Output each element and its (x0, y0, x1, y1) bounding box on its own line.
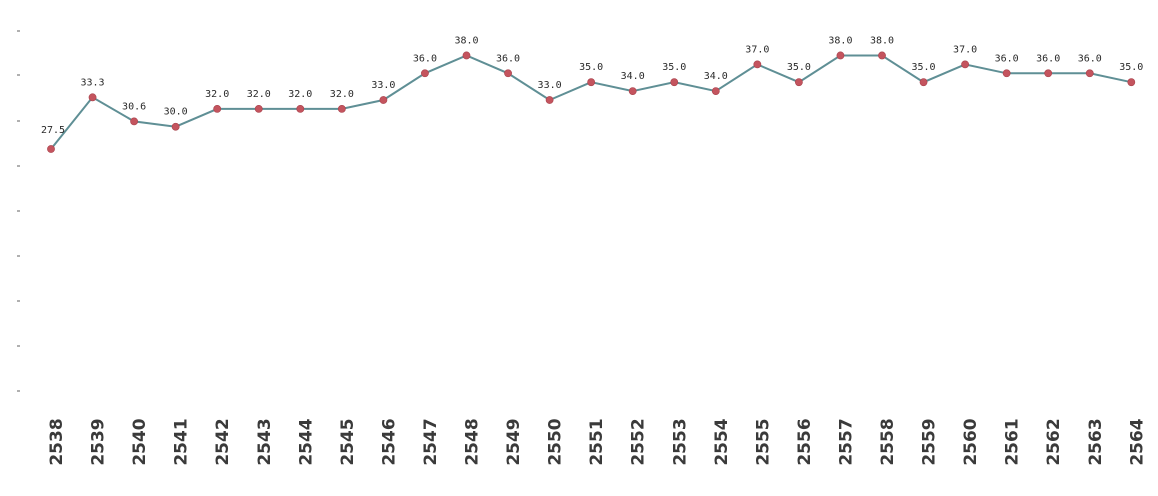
data-point (1044, 69, 1053, 78)
data-point (379, 96, 388, 104)
data-point (254, 105, 263, 113)
x-tick-label: 2540 (130, 418, 150, 465)
data-point (171, 122, 180, 131)
x-tick-label: 2545 (338, 418, 358, 465)
x-tick-label: 2548 (463, 418, 483, 465)
x-tick-label: 2544 (296, 418, 316, 465)
data-label: 36.0 (995, 53, 1019, 64)
x-tick-label: 2539 (89, 418, 109, 465)
data-point (711, 87, 720, 95)
data-label: 35.0 (579, 62, 603, 73)
x-tick-label: 2552 (629, 418, 649, 465)
data-point (753, 60, 762, 69)
x-tick-label: 2543 (255, 418, 275, 465)
data-point (213, 105, 222, 113)
data-point (421, 69, 429, 78)
data-point (462, 51, 471, 60)
data-label: 34.0 (621, 71, 645, 82)
data-point (1127, 78, 1136, 87)
y-tick-mark (17, 30, 20, 32)
data-label: 33.3 (81, 77, 105, 88)
data-point (88, 93, 97, 102)
data-label: 33.0 (371, 80, 395, 91)
data-point (337, 105, 346, 113)
data-point (878, 51, 886, 60)
data-point (587, 78, 596, 87)
data-label: 37.0 (953, 44, 977, 55)
data-label: 38.0 (870, 35, 894, 46)
x-tick-label: 2546 (379, 418, 399, 465)
x-tick-label: 2549 (504, 418, 524, 465)
x-tick-label: 2551 (587, 418, 607, 465)
x-tick-label: 2563 (1086, 418, 1106, 465)
x-tick-label: 2559 (920, 418, 940, 465)
data-point (961, 60, 969, 69)
x-tick-label: 2558 (878, 418, 898, 465)
data-label: 33.0 (538, 80, 562, 91)
data-label: 32.0 (288, 89, 312, 100)
data-point (130, 117, 138, 126)
x-tick-label: 2556 (795, 418, 815, 465)
data-point (296, 105, 305, 113)
data-label: 38.0 (828, 35, 852, 46)
data-point (1002, 69, 1011, 78)
x-tick-label: 2561 (1003, 418, 1023, 465)
x-tick-label: 2553 (670, 418, 690, 465)
x-tick-label: 2555 (753, 418, 773, 465)
data-label: 36.0 (413, 53, 437, 64)
x-tick-label: 2547 (421, 418, 441, 465)
data-label: 36.0 (1036, 53, 1060, 64)
y-tick-mark (17, 345, 20, 347)
data-label: 35.0 (1119, 62, 1143, 73)
data-point (545, 96, 554, 104)
data-label: 30.6 (122, 101, 146, 112)
data-label: 35.0 (787, 62, 811, 73)
x-tick-label: 2564 (1127, 418, 1147, 465)
data-label: 32.0 (330, 89, 354, 100)
y-tick-mark (17, 300, 20, 302)
x-tick-label: 2542 (213, 418, 233, 465)
y-tick-mark (17, 210, 20, 212)
x-tick-label: 2541 (172, 418, 192, 465)
x-tick-label: 2550 (546, 418, 566, 465)
data-label: 38.0 (454, 35, 478, 46)
x-tick-label: 2557 (836, 418, 856, 465)
data-point (628, 87, 637, 95)
data-label: 30.0 (164, 107, 188, 118)
data-point (504, 69, 512, 78)
data-label: 27.5 (41, 125, 65, 136)
x-tick-label: 2560 (961, 418, 981, 465)
data-label: 37.0 (745, 44, 769, 55)
data-point (836, 51, 845, 60)
y-tick-mark (17, 165, 20, 167)
data-label: 35.0 (662, 62, 686, 73)
data-label: 36.0 (496, 53, 520, 64)
x-tick-label: 2538 (47, 418, 67, 465)
data-label: 36.0 (1078, 53, 1102, 64)
data-label: 35.0 (912, 62, 936, 73)
x-tick-label: 2562 (1044, 418, 1064, 465)
data-label: 34.0 (704, 71, 728, 82)
x-tick-label: 2554 (712, 418, 732, 465)
data-point (795, 78, 803, 87)
y-tick-mark (17, 390, 20, 392)
y-tick-mark (17, 120, 20, 122)
data-label: 32.0 (205, 89, 229, 100)
data-point (1085, 69, 1094, 78)
data-point (670, 78, 679, 87)
data-point (919, 78, 928, 87)
data-point (47, 145, 55, 153)
y-tick-mark (17, 255, 20, 257)
y-tick-mark (17, 74, 20, 76)
data-label: 32.0 (247, 89, 271, 100)
